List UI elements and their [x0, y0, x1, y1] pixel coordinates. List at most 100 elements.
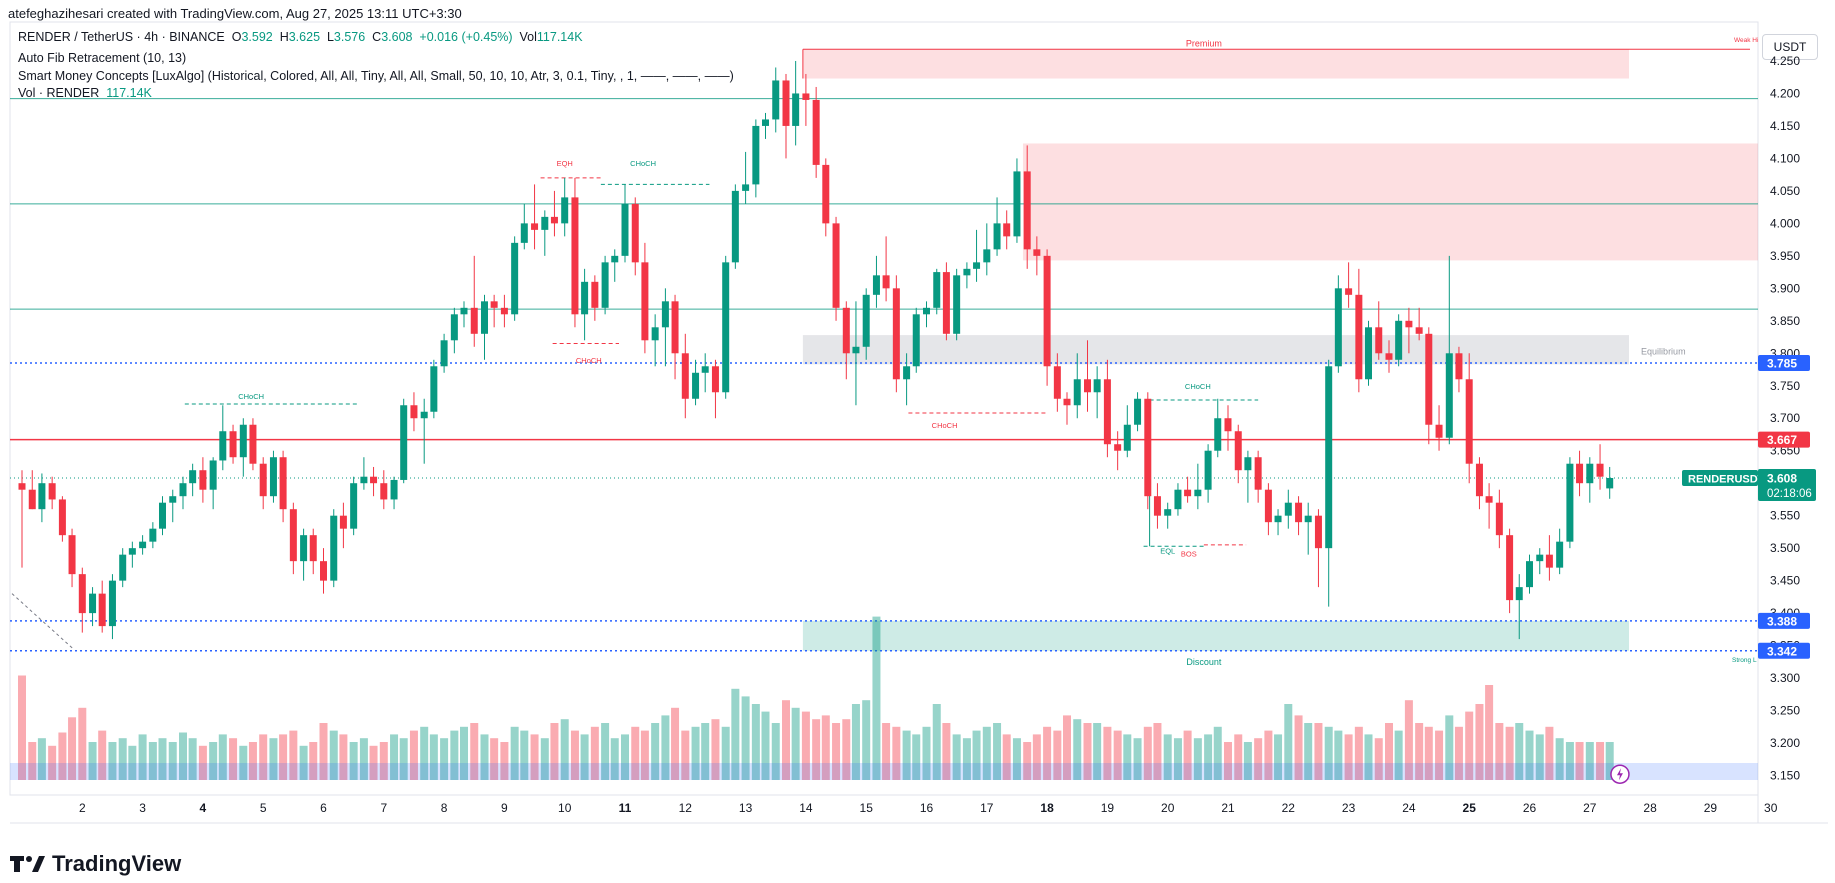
volume-bar [118, 738, 127, 780]
candle-body [1586, 463, 1594, 484]
volume-bar [1032, 734, 1041, 780]
volume-bar [379, 742, 388, 780]
volume-bar [1424, 726, 1433, 780]
open-label: O [231, 30, 242, 44]
volume-bar [1555, 738, 1564, 780]
candle-body [923, 307, 930, 315]
vol-value: 117.14K [536, 30, 583, 44]
volume-bar [1062, 715, 1071, 780]
candle-body [1295, 502, 1303, 523]
candle-body [48, 483, 56, 500]
volume-bar [691, 726, 700, 780]
x-tick-label: 22 [1282, 801, 1296, 815]
volume-bar [480, 734, 489, 780]
strong-low-label: Strong L [1732, 657, 1757, 664]
candle-body [1526, 561, 1533, 588]
volume-bar [1143, 726, 1152, 780]
candle-body [1304, 515, 1312, 523]
candle-body [1435, 424, 1443, 438]
tradingview-logo[interactable]: TradingView [10, 851, 181, 877]
volume-bar [1415, 723, 1424, 780]
candle-body [591, 281, 599, 308]
candle-body [470, 307, 478, 334]
volume-bar [78, 707, 87, 780]
volume-bar [429, 734, 438, 780]
volume-bar [1254, 738, 1263, 780]
zone-premium [1022, 143, 1758, 261]
volume-bar [1475, 704, 1484, 780]
candle-body [882, 275, 890, 289]
volume-bar [640, 730, 649, 780]
candle-body [481, 301, 489, 334]
candle-body [189, 470, 197, 484]
candle-body [711, 366, 719, 393]
x-tick-label: 10 [558, 801, 572, 815]
volume-bar [631, 726, 640, 780]
structure-label: CHoCH [1185, 382, 1211, 391]
candle-body [179, 483, 187, 497]
volume-bar [148, 742, 157, 780]
candle-body [1465, 379, 1473, 464]
x-tick-label: 29 [1704, 801, 1718, 815]
volume-bar [1374, 738, 1383, 780]
candle-body [1314, 515, 1322, 549]
plot-frame [9, 21, 1759, 796]
candle-body [339, 515, 347, 529]
candle-body [1536, 554, 1544, 562]
candle-body [550, 216, 558, 224]
candle-body [259, 463, 267, 497]
volume-bar [902, 730, 911, 780]
level-tag-bg [1758, 431, 1810, 448]
indicator-fib[interactable]: Auto Fib Retracement (10, 13) [18, 51, 187, 65]
y-tick-label: 3.150 [1770, 769, 1800, 783]
level-tag-bg [1758, 612, 1810, 629]
x-tick-label: 16 [920, 801, 934, 815]
volume-bar [912, 734, 921, 780]
candle-body [701, 366, 709, 373]
structure-label: EQH [557, 159, 573, 168]
volume-bar [88, 742, 97, 780]
candle-body [1515, 587, 1523, 601]
candle-body [1134, 398, 1142, 425]
candle-body [1576, 463, 1584, 484]
candle-body [912, 314, 920, 367]
volume-bar [821, 715, 830, 780]
zone-premium [802, 49, 1629, 79]
candle-body [1355, 294, 1363, 380]
candle-body [360, 476, 368, 484]
candle-body [541, 216, 549, 230]
candle-body [28, 489, 36, 510]
volume-bar [1334, 730, 1343, 780]
equilibrium-label: Equilibrium [1641, 347, 1686, 357]
volume-bar [610, 738, 619, 780]
candle-body [1234, 431, 1242, 471]
low-value: 3.576 [333, 30, 366, 44]
x-tick-label: 25 [1463, 801, 1477, 815]
volume-bar [179, 732, 188, 780]
candle-body [300, 535, 308, 562]
volume-bar [168, 742, 177, 780]
candle-body [631, 203, 639, 263]
currency-button[interactable]: USDT [1762, 34, 1818, 60]
volume-bar [1585, 742, 1594, 780]
volume-bar [1304, 723, 1313, 780]
volume-bar [188, 738, 197, 780]
volume-bar [1243, 742, 1252, 780]
volume-bar [1204, 734, 1213, 780]
volume-bar [1224, 742, 1232, 780]
indicator-smc[interactable]: Smart Money Concepts [LuxAlgo] (Historic… [18, 69, 734, 83]
indicator-volume[interactable]: Vol · RENDER 117.14K [18, 86, 152, 100]
volume-bar [942, 723, 951, 780]
candle-body [1325, 366, 1333, 549]
candle-body [1425, 333, 1433, 425]
candle-body [511, 242, 519, 315]
volume-bar [1605, 742, 1614, 780]
symbol-legend[interactable]: RENDER / TetherUS · 4h · BINANCE O3.592 … [18, 30, 583, 44]
volume-bar [530, 734, 539, 780]
volume-bar [812, 719, 821, 780]
volume-bar [299, 745, 308, 780]
volume-bar [248, 742, 257, 780]
volume-bar [580, 734, 589, 780]
volume-bar [490, 738, 499, 780]
